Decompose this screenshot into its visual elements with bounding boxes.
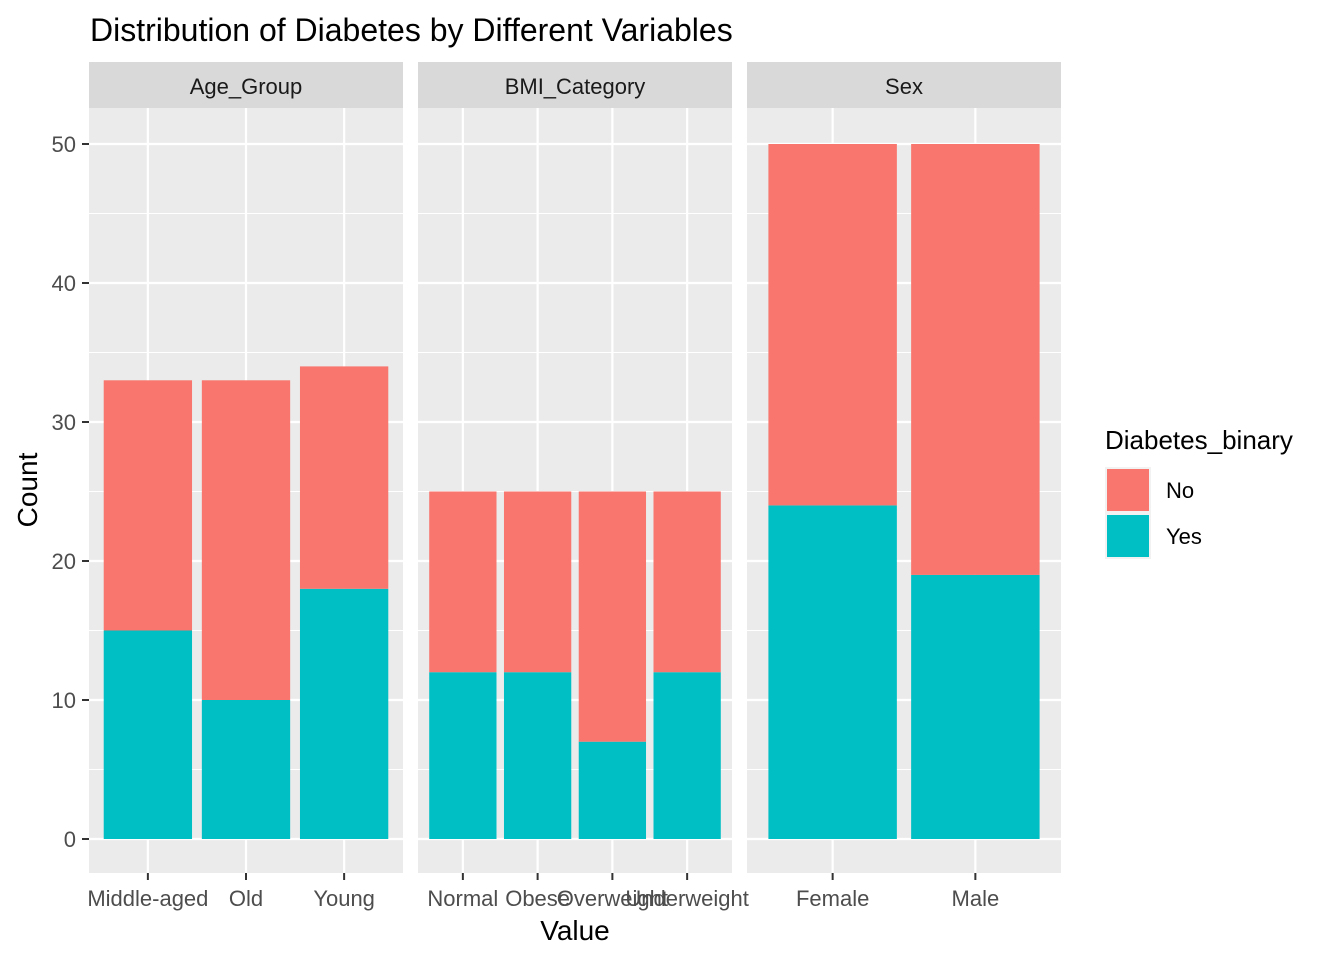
legend: Diabetes_binary No Yes bbox=[1105, 425, 1293, 559]
bar-yes-male bbox=[911, 574, 1040, 839]
bar-no-male bbox=[911, 144, 1040, 575]
x-tick-label: Female bbox=[796, 886, 869, 911]
facet-strip bbox=[747, 62, 1061, 108]
bar-yes-normal bbox=[429, 672, 497, 839]
x-tick-label: Obese bbox=[505, 886, 570, 911]
bar-yes-young bbox=[299, 588, 389, 839]
bar-no-underweight bbox=[653, 491, 721, 673]
facet-strip-label: BMI_Category bbox=[505, 74, 646, 99]
bar-no-young bbox=[299, 366, 389, 589]
facet-strip-label: Age_Group bbox=[190, 74, 303, 99]
x-axis-title: Value bbox=[540, 915, 610, 946]
bar-no-obese bbox=[503, 491, 572, 673]
x-tick-label: Middle-aged bbox=[87, 886, 208, 911]
y-tick-label: 20 bbox=[52, 549, 76, 574]
x-tick-label: Young bbox=[313, 886, 375, 911]
x-tick-label: Overweight bbox=[557, 886, 668, 911]
facet-strip bbox=[418, 62, 732, 108]
bar-yes-obese bbox=[503, 672, 572, 839]
legend-title: Diabetes_binary bbox=[1105, 425, 1293, 455]
facet-strip bbox=[89, 62, 403, 108]
bar-yes-female bbox=[768, 505, 897, 839]
bar-yes-old bbox=[201, 700, 291, 839]
bar-yes-underweight bbox=[653, 672, 721, 839]
facet-strip-label: Sex bbox=[885, 74, 923, 99]
y-tick-label: 50 bbox=[52, 132, 76, 157]
y-tick-label: 30 bbox=[52, 410, 76, 435]
bar-no-female bbox=[768, 144, 897, 506]
y-tick-label: 10 bbox=[52, 688, 76, 713]
x-tick-label: Normal bbox=[427, 886, 498, 911]
x-tick-label: Male bbox=[952, 886, 1000, 911]
y-axis-title: Count bbox=[12, 452, 43, 527]
x-tick-label: Old bbox=[229, 886, 263, 911]
bar-yes-overweight bbox=[578, 741, 647, 839]
facet-Sex: Sex Female Male bbox=[747, 62, 1061, 911]
legend-label-yes: Yes bbox=[1166, 524, 1202, 549]
bar-no-middle-aged bbox=[103, 380, 193, 631]
facets: Age_Group Middle-aged Old Young BMI_Category… bbox=[87, 62, 1061, 911]
legend-key-no bbox=[1107, 469, 1149, 511]
chart-title: Distribution of Diabetes by Different Va… bbox=[90, 12, 733, 48]
bar-no-overweight bbox=[578, 491, 647, 742]
legend-label-no: No bbox=[1166, 478, 1194, 503]
facet-BMI_Category: BMI_Category Normal ObeseOverweightUnderwe… bbox=[418, 62, 749, 911]
bar-no-old bbox=[201, 380, 291, 700]
y-tick-label: 0 bbox=[64, 827, 76, 852]
x-tick-label: Underweight bbox=[625, 886, 749, 911]
y-tick-label: 40 bbox=[52, 271, 76, 296]
y-axis: 0 10 20 30 40 50 bbox=[52, 132, 89, 852]
facet-Age_Group: Age_Group Middle-aged Old Young bbox=[87, 62, 403, 911]
bar-yes-middle-aged bbox=[103, 630, 193, 839]
legend-key-yes bbox=[1107, 515, 1149, 557]
bar-no-normal bbox=[429, 491, 497, 673]
